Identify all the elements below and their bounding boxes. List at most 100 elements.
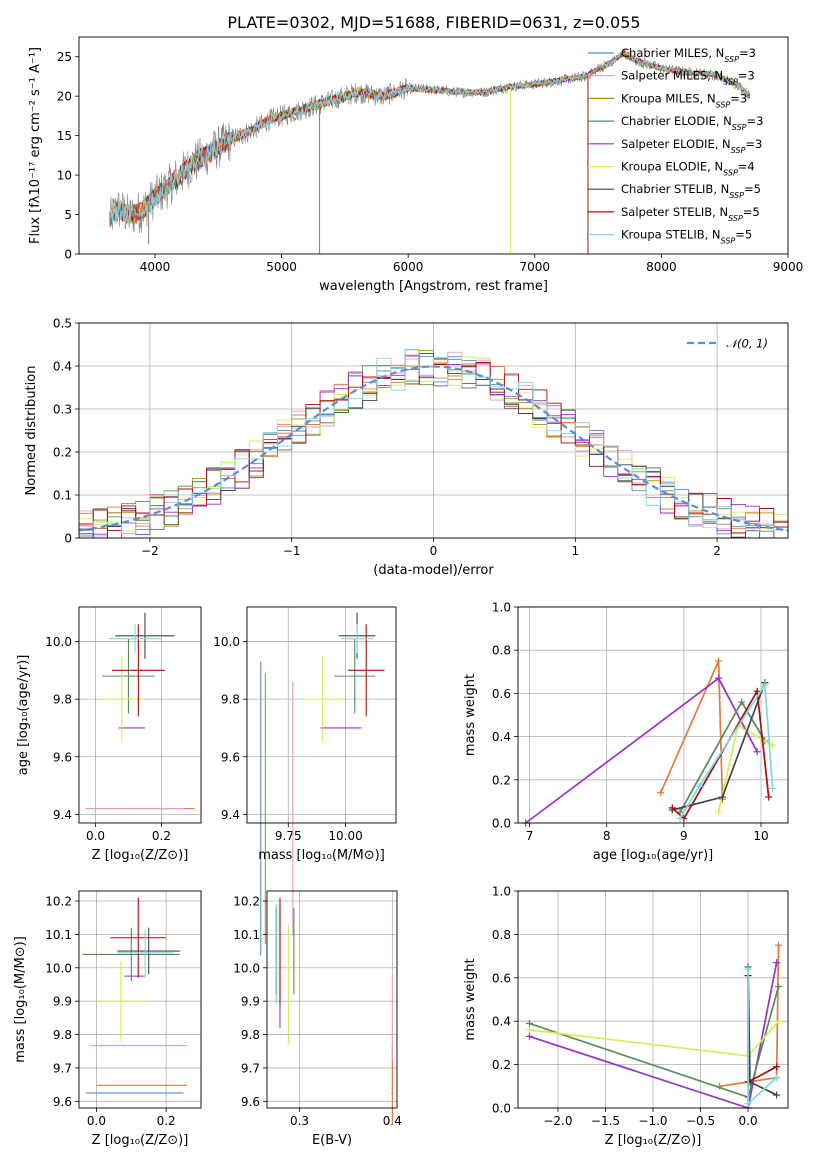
axes-frame — [517, 606, 789, 824]
spectrum-legend: Chabrier MILES, NSSP=3 Salpeter MILES, NS… — [588, 46, 763, 245]
legend-entry: 𝒩(0, 1) — [726, 337, 768, 351]
x-axis-label: Z [log₁₀(Z/Z⊙)] — [605, 1133, 702, 1148]
y-axis-label: age [log₁₀(age/yr)] — [16, 655, 31, 776]
mass-vs-metallicity-panel: 0.0 0.2 9.6 9.7 9.8 9.9 10.0 10.1 10.2 Z [log₁₀(Z… — [13, 890, 202, 1148]
weight-marker — [773, 1091, 781, 1099]
weight-marker — [525, 1026, 533, 1034]
x-tick-label: −2 — [141, 544, 159, 558]
weight-marker — [753, 748, 761, 756]
legend-entry: Kroupa STELIB, NSSP=5 — [621, 228, 752, 246]
weight-marker — [774, 1017, 782, 1025]
legend-entry: Salpeter MILES, NSSP=3 — [621, 69, 755, 87]
y-axis-label: mass weight — [463, 958, 478, 1040]
weight-marker — [769, 784, 777, 792]
legend-entry: Chabrier STELIB, NSSP=5 — [621, 182, 761, 200]
y-tick-label: 0.0 — [492, 1102, 511, 1116]
y-tick-label: 10 — [57, 169, 72, 183]
x-tick-label: 5000 — [266, 260, 297, 274]
y-tick-label: 0.1 — [53, 489, 72, 503]
x-axis-label: (data-model)/error — [373, 563, 494, 578]
legend-entry: Salpeter STELIB, NSSP=5 — [621, 205, 760, 223]
figure-title: PLATE=0302, MJD=51688, FIBERID=0631, z=0… — [227, 13, 640, 32]
y-tick-label: 0.2 — [492, 773, 511, 787]
x-tick-label: 0.2 — [157, 1114, 176, 1128]
y-tick-label: 9.6 — [221, 750, 240, 764]
x-axis-label: wavelength [Angstrom, rest frame] — [319, 279, 548, 294]
y-tick-label: 0.6 — [492, 687, 511, 701]
y-tick-label: 0.5 — [53, 317, 72, 331]
legend-entry: Chabrier ELODIE, NSSP=3 — [621, 114, 763, 132]
y-tick-label: 0.0 — [492, 817, 511, 831]
y-tick-label: 10.2 — [233, 895, 260, 909]
axes-frame — [266, 890, 398, 1109]
weight-marker — [773, 1074, 781, 1082]
x-tick-label: 7000 — [520, 260, 551, 274]
y-tick-label: 10.2 — [45, 895, 72, 909]
x-tick-label: 7 — [526, 829, 534, 843]
weight-marker — [753, 687, 761, 695]
weight-series-line — [529, 1020, 780, 1057]
spectrum-lines — [109, 48, 751, 254]
weight-marker — [668, 804, 676, 812]
weight-marker — [773, 1063, 781, 1071]
weight-marker — [715, 657, 723, 665]
y-tick-label: 1.0 — [492, 885, 511, 899]
y-tick-label: 0.8 — [492, 928, 511, 942]
axes-frame — [78, 36, 789, 255]
x-axis-label: Z [log₁₀(Z/Z⊙)] — [92, 1133, 189, 1148]
y-tick-label: 9.8 — [53, 1028, 72, 1042]
x-tick-label: 4000 — [140, 260, 171, 274]
y-tick-label: 9.7 — [53, 1061, 72, 1075]
age-vs-metallicity-panel: 0.0 0.2 9.4 9.6 9.8 10.0 Z [log₁₀(Z/Z⊙)] age [l… — [16, 606, 202, 863]
y-tick-label: 0.2 — [492, 1058, 511, 1072]
y-tick-label: 10.1 — [45, 928, 72, 942]
weight-marker — [657, 789, 665, 797]
model-spectrum-line — [110, 52, 751, 224]
y-tick-label: 10.0 — [233, 961, 260, 975]
y-tick-label: 0.2 — [53, 446, 72, 460]
x-axis-label: mass [log₁₀(M/M⊙)] — [258, 848, 385, 863]
axes-frame — [78, 606, 202, 824]
x-tick-label: 2 — [713, 544, 721, 558]
x-axis-label: age [log₁₀(age/yr)] — [593, 848, 714, 863]
x-tick-label: −2.0 — [543, 1114, 572, 1128]
legend-entry: Kroupa MILES, NSSP=3 — [621, 91, 747, 109]
x-tick-label: −1 — [283, 544, 301, 558]
x-tick-label: 9.75 — [275, 829, 302, 843]
y-tick-label: 9.8 — [221, 693, 240, 707]
weight-marker — [774, 982, 782, 990]
x-axis-label: Z [log₁₀(Z/Z⊙)] — [92, 848, 189, 863]
x-tick-label: 0 — [430, 544, 438, 558]
weight-marker — [761, 681, 769, 689]
y-tick-label: 0 — [64, 532, 72, 546]
y-tick-label: 10.0 — [45, 635, 72, 649]
x-tick-label: −0.5 — [686, 1114, 715, 1128]
y-tick-label: 9.6 — [241, 1095, 260, 1109]
y-axis-label: mass [log₁₀(M/M⊙)] — [13, 936, 28, 1063]
x-tick-label: 0.2 — [152, 829, 171, 843]
y-tick-label: 10.0 — [213, 635, 240, 649]
weight-vs-age-panel: 7 8 9 10 0.0 0.2 0.4 0.6 0.8 1.0 age [log₁₀(age/yr… — [463, 601, 789, 863]
y-tick-label: 0.4 — [53, 360, 72, 374]
x-tick-label: −1.0 — [638, 1114, 667, 1128]
axes-frame — [246, 606, 397, 824]
age-vs-mass-panel: 9.75 10.00 9.4 9.6 9.8 10.0 mass [log₁₀(M/M⊙)] — [213, 606, 397, 956]
x-tick-label: 0.0 — [87, 1114, 106, 1128]
legend-entry: Kroupa ELODIE, NSSP=4 — [621, 160, 755, 178]
spectrum-panel: 4000 5000 6000 7000 8000 9000 0 5 10 15 20 25 wavele… — [28, 36, 803, 294]
weight-marker — [525, 1032, 533, 1040]
y-tick-label: 9.9 — [241, 995, 260, 1009]
weight-series-line — [529, 986, 780, 1099]
weight-marker — [765, 793, 773, 801]
weight-marker — [744, 965, 752, 973]
y-tick-label: 9.6 — [53, 1095, 72, 1109]
x-tick-label: 1 — [571, 544, 579, 558]
y-tick-label: 0.3 — [53, 403, 72, 417]
y-tick-label: 9.4 — [221, 808, 240, 822]
x-tick-label: 0.0 — [86, 829, 105, 843]
y-axis-label: Normed distribution — [24, 366, 39, 496]
x-tick-label: 0.3 — [290, 1114, 309, 1128]
weight-series-line — [679, 682, 774, 820]
weight-marker — [738, 698, 746, 706]
